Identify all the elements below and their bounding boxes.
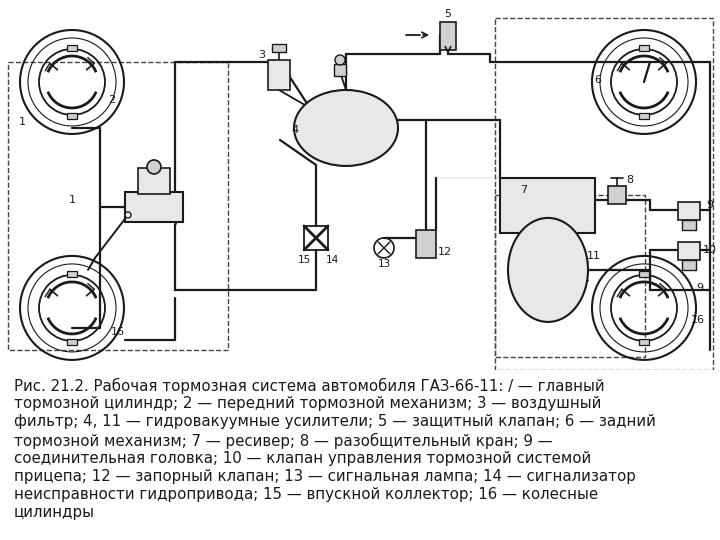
Text: 4: 4 xyxy=(292,125,299,135)
Bar xyxy=(495,195,645,357)
Text: Рис. 21.2. Рабочая тормозная система автомобиля ГАЗ-66-11: / — главный: Рис. 21.2. Рабочая тормозная система авт… xyxy=(14,378,605,394)
Bar xyxy=(639,339,649,345)
Bar xyxy=(268,60,290,90)
Text: тормозной цилиндр; 2 — передний тормозной механизм; 3 — воздушный: тормозной цилиндр; 2 — передний тормозно… xyxy=(14,396,601,411)
Text: тормозной механизм; 7 — ресивер; 8 — разобщительный кран; 9 —: тормозной механизм; 7 — ресивер; 8 — раз… xyxy=(14,433,553,449)
Text: 3: 3 xyxy=(258,50,265,60)
Text: фильтр; 4, 11 — гидровакуумные усилители; 5 — защитный клапан; 6 — задний: фильтр; 4, 11 — гидровакуумные усилители… xyxy=(14,414,656,429)
Text: соединительная головка; 10 — клапан управления тормозной системой: соединительная головка; 10 — клапан упра… xyxy=(14,451,591,465)
Text: 1: 1 xyxy=(19,117,25,127)
Ellipse shape xyxy=(508,218,588,322)
Bar xyxy=(639,113,649,119)
Text: 13: 13 xyxy=(377,259,391,269)
Bar xyxy=(495,18,713,370)
Text: 12: 12 xyxy=(438,247,452,257)
Text: 9: 9 xyxy=(706,200,714,210)
Bar xyxy=(272,44,286,52)
Bar xyxy=(334,64,346,76)
Text: 14: 14 xyxy=(325,255,338,265)
Bar xyxy=(67,45,77,51)
Text: 10: 10 xyxy=(703,245,717,255)
Text: 1: 1 xyxy=(68,195,76,205)
Bar xyxy=(682,260,696,270)
Text: прицепа; 12 — запорный клапан; 13 — сигнальная лампа; 14 — сигнализатор: прицепа; 12 — запорный клапан; 13 — сигн… xyxy=(14,469,636,484)
Bar xyxy=(67,271,77,277)
Bar xyxy=(304,226,328,250)
Bar xyxy=(639,271,649,277)
Bar xyxy=(678,202,700,220)
Bar xyxy=(639,45,649,51)
Text: 5: 5 xyxy=(444,9,451,19)
Text: 2: 2 xyxy=(109,95,116,105)
Bar xyxy=(608,186,626,204)
Ellipse shape xyxy=(294,90,398,166)
Bar xyxy=(682,220,696,230)
Text: неисправности гидропривода; 15 — впускной коллектор; 16 — колесные: неисправности гидропривода; 15 — впускно… xyxy=(14,487,598,502)
Text: цилиндры: цилиндры xyxy=(14,505,95,521)
Bar xyxy=(440,22,456,50)
Circle shape xyxy=(147,160,161,174)
Text: 16: 16 xyxy=(111,327,125,337)
Text: 7: 7 xyxy=(521,185,528,195)
Bar xyxy=(125,192,183,222)
Bar xyxy=(67,339,77,345)
Bar xyxy=(8,62,228,350)
Bar xyxy=(67,113,77,119)
Bar xyxy=(138,168,170,194)
Text: 16: 16 xyxy=(691,315,705,325)
Text: 6: 6 xyxy=(595,75,601,85)
Text: 15: 15 xyxy=(297,255,310,265)
Bar xyxy=(500,178,595,233)
Text: 9: 9 xyxy=(696,283,703,293)
Text: 11: 11 xyxy=(587,251,601,261)
Bar xyxy=(678,242,700,260)
Text: 8: 8 xyxy=(626,175,634,185)
Circle shape xyxy=(335,55,345,65)
Circle shape xyxy=(125,212,131,218)
Bar xyxy=(416,230,436,258)
